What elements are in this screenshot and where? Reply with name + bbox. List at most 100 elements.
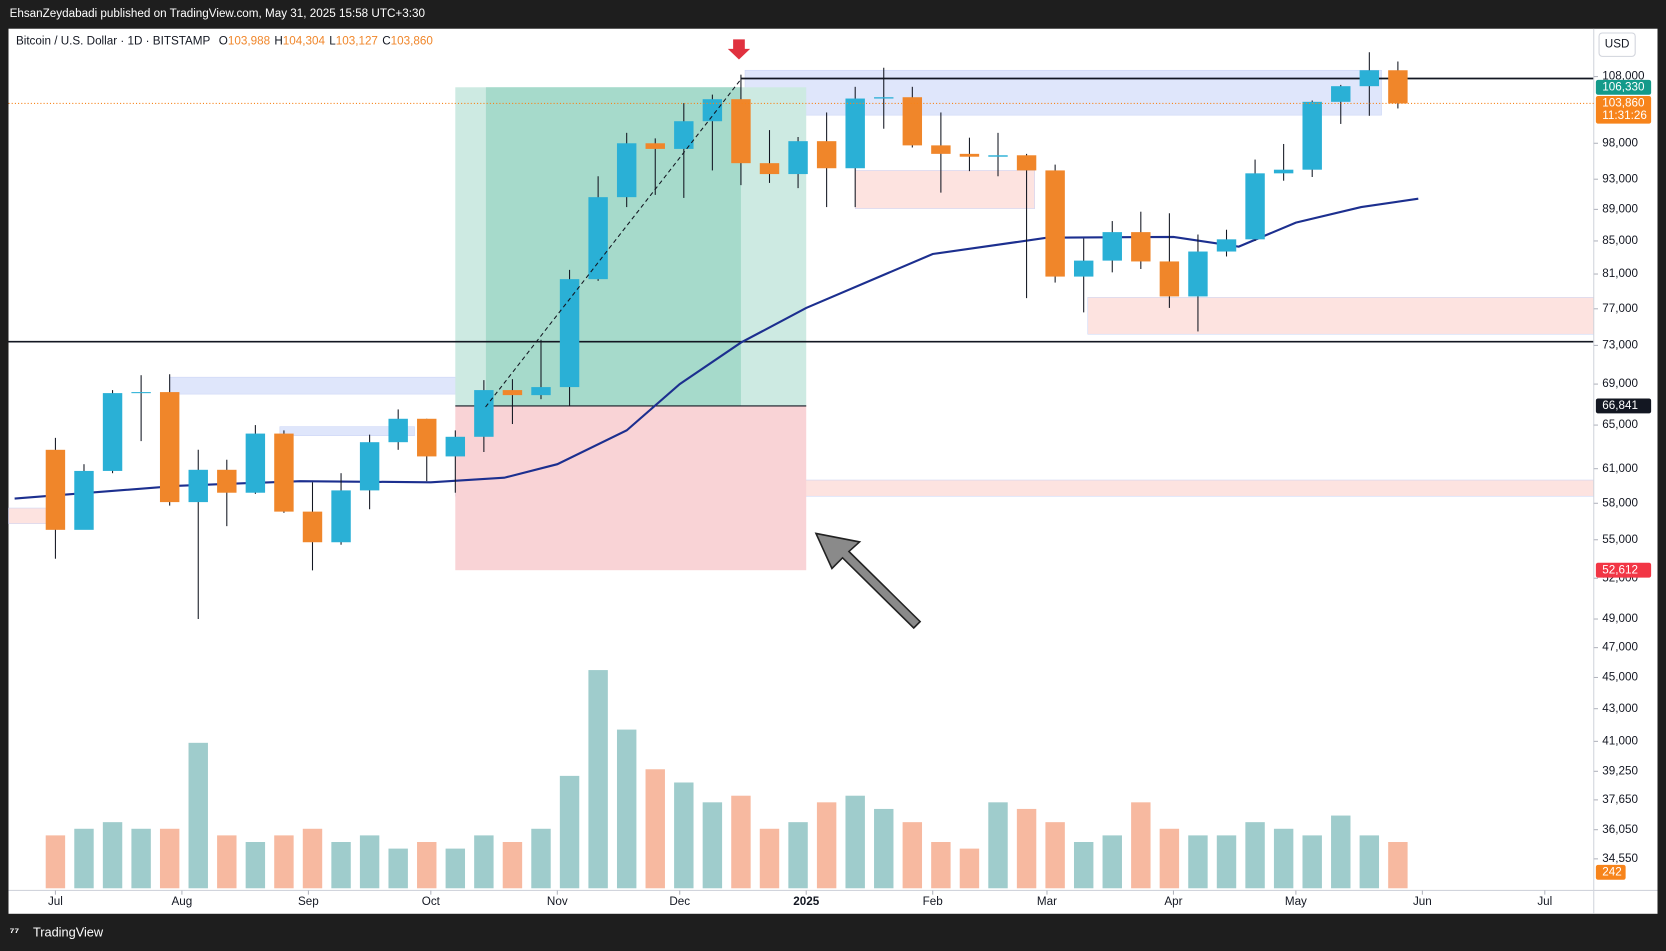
grey-arrow bbox=[814, 532, 922, 630]
y-tick-label: 61,000 bbox=[1602, 462, 1638, 475]
volume-bar bbox=[1216, 835, 1237, 889]
ohlc-value: 103,127 bbox=[336, 35, 378, 48]
volume-bar bbox=[1331, 815, 1351, 889]
volume-bar bbox=[731, 795, 751, 889]
volume-bar bbox=[788, 822, 808, 889]
price-label: 52,612 bbox=[1602, 563, 1638, 576]
candle-body bbox=[331, 490, 351, 543]
candle-body bbox=[245, 433, 266, 493]
volume-bar bbox=[1302, 835, 1322, 889]
volume-bar bbox=[588, 670, 608, 889]
candle-body bbox=[1131, 232, 1151, 262]
y-tick-label: 55,000 bbox=[1602, 533, 1638, 546]
volume-bar bbox=[274, 835, 294, 889]
candle-body bbox=[1302, 101, 1322, 170]
candle-body bbox=[217, 469, 237, 493]
y-tick-label: 37,650 bbox=[1602, 793, 1638, 806]
volume-bar bbox=[845, 795, 865, 889]
y-tick-label: 58,000 bbox=[1602, 496, 1638, 509]
volume-bar bbox=[645, 769, 665, 889]
zone bbox=[1087, 297, 1595, 335]
x-tick-label: Mar bbox=[1037, 895, 1057, 908]
candle-body bbox=[616, 143, 637, 198]
y-tick-label: 41,000 bbox=[1602, 734, 1638, 747]
volume-bar bbox=[474, 835, 494, 889]
candle-body bbox=[1045, 170, 1065, 277]
volume-bar bbox=[1359, 835, 1380, 889]
candle-body bbox=[1216, 239, 1237, 252]
candle-body bbox=[1016, 155, 1037, 171]
volume-bar bbox=[359, 835, 380, 889]
candle-body bbox=[388, 418, 408, 443]
volume-bar bbox=[331, 841, 351, 889]
y-tick-label: 34,550 bbox=[1602, 852, 1638, 865]
volume-bar bbox=[417, 841, 437, 889]
volume-bar bbox=[188, 742, 208, 889]
volume-bar bbox=[988, 802, 1008, 889]
y-tick-label: 36,050 bbox=[1602, 823, 1638, 836]
currency-button[interactable] bbox=[1598, 32, 1636, 57]
volume-bar bbox=[759, 828, 780, 889]
zone bbox=[854, 170, 1035, 209]
volume-bar bbox=[1045, 822, 1065, 889]
currency[interactable]: USD bbox=[1605, 38, 1630, 51]
y-tick-label: 85,000 bbox=[1602, 234, 1638, 247]
volume-bar bbox=[245, 841, 266, 889]
candle-body bbox=[274, 433, 294, 512]
ohlc-value: 103,988 bbox=[228, 35, 270, 48]
volume-bar bbox=[1016, 808, 1037, 889]
volume-bar bbox=[388, 848, 408, 889]
volume-bar bbox=[302, 828, 323, 889]
candle-body bbox=[1331, 86, 1351, 102]
publisher-header: EhsanZeydabadi published on TradingView.… bbox=[10, 7, 426, 20]
candle-body bbox=[159, 392, 180, 503]
candle-body bbox=[1388, 70, 1408, 104]
candle-body bbox=[1073, 260, 1094, 277]
candle-body bbox=[588, 197, 608, 280]
volume-bar bbox=[902, 822, 923, 889]
volume-bar bbox=[1102, 835, 1122, 889]
y-tick-label: 81,000 bbox=[1602, 267, 1638, 280]
trend-line bbox=[485, 79, 741, 408]
candle-body bbox=[1245, 173, 1265, 240]
candle-body bbox=[1188, 251, 1208, 297]
price-label: 66,841 bbox=[1602, 399, 1638, 412]
candle-body bbox=[359, 442, 380, 491]
footer-logo: ⁷⁷ bbox=[10, 926, 20, 939]
volume-bar bbox=[131, 828, 151, 889]
volume-bar bbox=[931, 841, 951, 889]
candle-body bbox=[902, 97, 923, 146]
logo-mark: ⁷⁷ bbox=[10, 926, 20, 939]
price-label-box bbox=[1595, 398, 1652, 414]
x-tick-label: Dec bbox=[669, 895, 690, 908]
volume-bar bbox=[1273, 828, 1294, 889]
volume-bar bbox=[874, 808, 894, 889]
candle-body bbox=[417, 418, 437, 457]
x-tick-label: Aug bbox=[172, 895, 193, 908]
x-tick-label: Oct bbox=[422, 895, 441, 908]
candle-body bbox=[531, 387, 551, 396]
ohlc-key: C bbox=[382, 35, 390, 48]
candle-body bbox=[102, 393, 123, 471]
y-tick-label: 43,000 bbox=[1602, 702, 1638, 715]
volume-bar bbox=[217, 835, 237, 889]
y-tick-label: 39,250 bbox=[1602, 764, 1638, 777]
volume-bar bbox=[959, 848, 980, 889]
red-arrow bbox=[727, 39, 751, 60]
price-label-box bbox=[1595, 95, 1652, 124]
price-label: 103,860 bbox=[1602, 96, 1645, 109]
candle-body bbox=[674, 121, 694, 149]
y-tick-label: 98,000 bbox=[1602, 136, 1638, 149]
candle-body bbox=[845, 98, 865, 169]
x-tick-label: Jun bbox=[1413, 895, 1432, 908]
candle-body bbox=[1359, 70, 1380, 87]
symbol-legend: Bitcoin / U.S. Dollar · 1D · BITSTAMP O10… bbox=[16, 35, 433, 48]
y-tick-label: 73,000 bbox=[1602, 338, 1638, 351]
volume-bar bbox=[816, 802, 837, 889]
candle-body bbox=[45, 449, 66, 530]
plot bbox=[8, 52, 1594, 889]
footer-brand: TradingView bbox=[33, 924, 104, 939]
x-tick-label: Apr bbox=[1164, 895, 1182, 908]
candle-body bbox=[302, 511, 323, 543]
